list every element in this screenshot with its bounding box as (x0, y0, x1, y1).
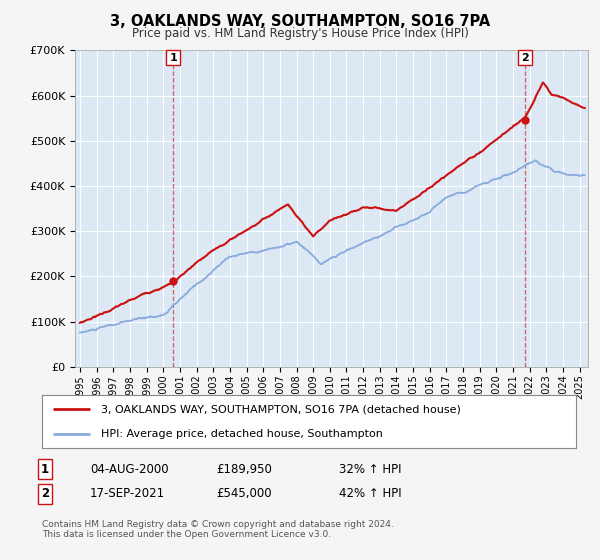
Text: £545,000: £545,000 (216, 487, 272, 501)
Text: Price paid vs. HM Land Registry's House Price Index (HPI): Price paid vs. HM Land Registry's House … (131, 27, 469, 40)
Text: 1: 1 (169, 53, 177, 63)
Text: 1: 1 (41, 463, 49, 476)
Text: 3, OAKLANDS WAY, SOUTHAMPTON, SO16 7PA: 3, OAKLANDS WAY, SOUTHAMPTON, SO16 7PA (110, 14, 490, 29)
Text: 04-AUG-2000: 04-AUG-2000 (90, 463, 169, 476)
Text: £189,950: £189,950 (216, 463, 272, 476)
Text: 17-SEP-2021: 17-SEP-2021 (90, 487, 165, 501)
Text: 2: 2 (521, 53, 529, 63)
Text: HPI: Average price, detached house, Southampton: HPI: Average price, detached house, Sout… (101, 428, 383, 438)
Text: 2: 2 (41, 487, 49, 501)
Text: 3, OAKLANDS WAY, SOUTHAMPTON, SO16 7PA (detached house): 3, OAKLANDS WAY, SOUTHAMPTON, SO16 7PA (… (101, 404, 461, 414)
Text: 32% ↑ HPI: 32% ↑ HPI (339, 463, 401, 476)
Text: 42% ↑ HPI: 42% ↑ HPI (339, 487, 401, 501)
Text: Contains HM Land Registry data © Crown copyright and database right 2024.
This d: Contains HM Land Registry data © Crown c… (42, 520, 394, 539)
